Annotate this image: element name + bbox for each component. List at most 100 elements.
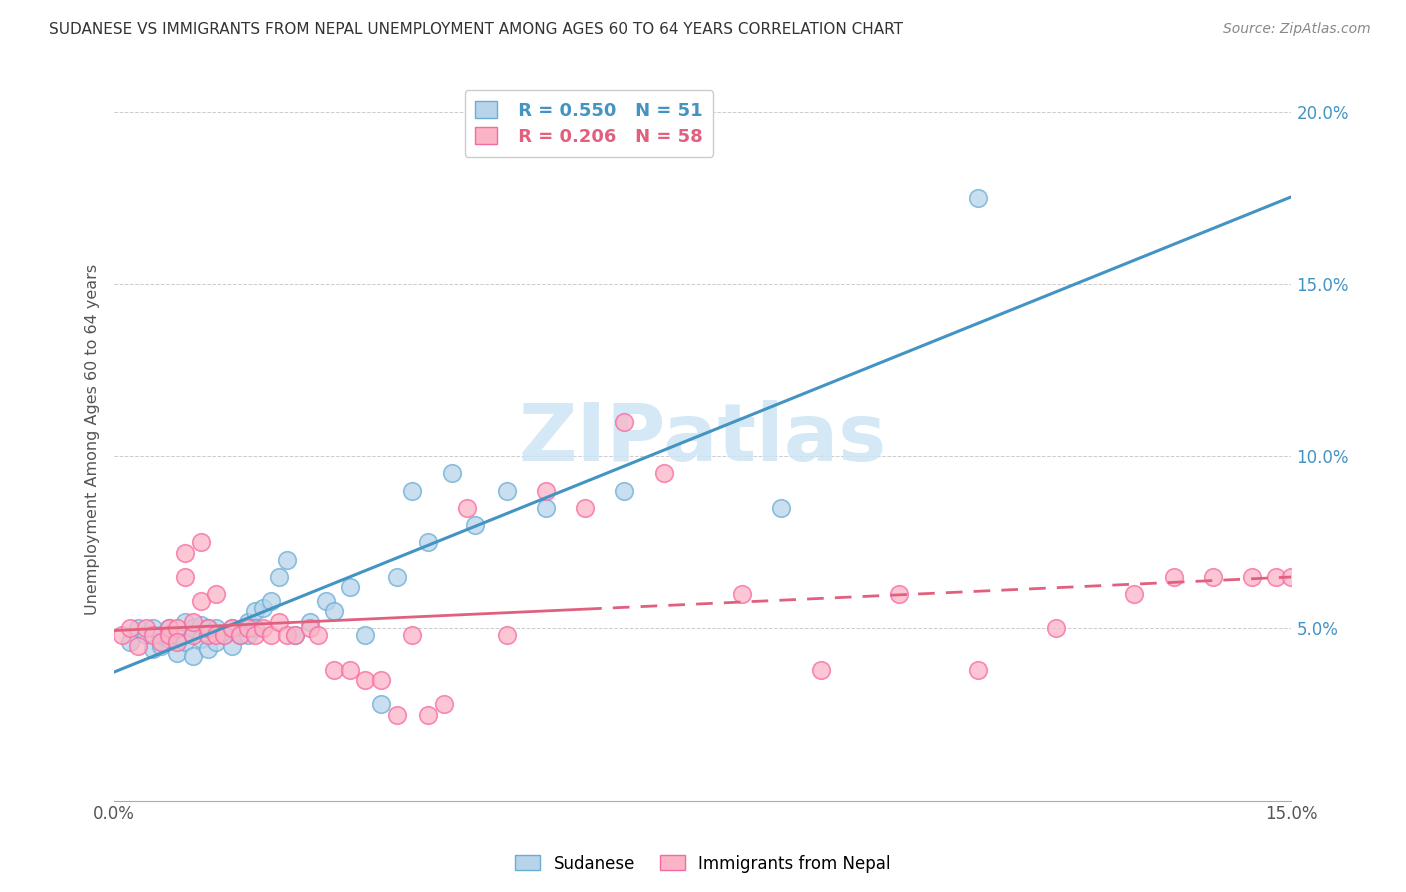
Point: [245, 604, 267, 618]
Point: [127, 622, 149, 636]
Point: [245, 628, 267, 642]
Point: [173, 546, 195, 560]
Point: [276, 628, 298, 642]
Point: [142, 622, 165, 636]
Point: [229, 628, 252, 642]
Point: [299, 622, 322, 636]
Point: [157, 622, 180, 636]
Point: [495, 483, 517, 498]
Point: [401, 483, 423, 498]
Point: [323, 604, 346, 618]
Text: ZIPatlas: ZIPatlas: [519, 400, 887, 478]
Point: [190, 618, 212, 632]
Point: [252, 600, 274, 615]
Point: [197, 622, 219, 636]
Point: [370, 673, 392, 687]
Point: [212, 628, 235, 642]
Legend: Sudanese, Immigrants from Nepal: Sudanese, Immigrants from Nepal: [509, 848, 897, 880]
Point: [173, 628, 195, 642]
Point: [385, 707, 408, 722]
Point: [190, 535, 212, 549]
Point: [252, 622, 274, 636]
Point: [135, 628, 157, 642]
Point: [205, 635, 228, 649]
Point: [166, 628, 188, 642]
Point: [166, 646, 188, 660]
Point: [315, 594, 337, 608]
Point: [173, 635, 195, 649]
Point: [339, 663, 361, 677]
Point: [613, 415, 636, 429]
Point: [245, 622, 267, 636]
Point: [166, 622, 188, 636]
Text: Source: ZipAtlas.com: Source: ZipAtlas.com: [1223, 22, 1371, 37]
Point: [267, 570, 290, 584]
Point: [456, 500, 478, 515]
Point: [118, 622, 141, 636]
Point: [173, 615, 195, 629]
Point: [157, 632, 180, 646]
Point: [190, 594, 212, 608]
Point: [260, 594, 283, 608]
Point: [181, 648, 204, 663]
Point: [260, 628, 283, 642]
Point: [1202, 570, 1225, 584]
Point: [221, 639, 243, 653]
Point: [887, 587, 910, 601]
Point: [127, 639, 149, 653]
Point: [181, 628, 204, 642]
Point: [197, 628, 219, 642]
Point: [385, 570, 408, 584]
Point: [418, 535, 440, 549]
Point: [440, 467, 463, 481]
Point: [339, 580, 361, 594]
Point: [150, 628, 173, 642]
Point: [236, 615, 259, 629]
Point: [433, 697, 456, 711]
Point: [118, 635, 141, 649]
Point: [276, 552, 298, 566]
Point: [731, 587, 754, 601]
Point: [354, 628, 377, 642]
Point: [166, 635, 188, 649]
Point: [464, 518, 486, 533]
Point: [534, 483, 557, 498]
Point: [181, 615, 204, 629]
Point: [111, 628, 134, 642]
Point: [205, 628, 228, 642]
Point: [323, 663, 346, 677]
Point: [190, 632, 212, 646]
Point: [221, 622, 243, 636]
Point: [142, 628, 165, 642]
Point: [534, 500, 557, 515]
Point: [157, 628, 180, 642]
Point: [181, 622, 204, 636]
Point: [135, 622, 157, 636]
Point: [1264, 570, 1286, 584]
Point: [418, 707, 440, 722]
Point: [770, 500, 793, 515]
Point: [1281, 570, 1303, 584]
Point: [1241, 570, 1264, 584]
Point: [150, 635, 173, 649]
Point: [1163, 570, 1185, 584]
Point: [370, 697, 392, 711]
Point: [810, 663, 832, 677]
Point: [613, 483, 636, 498]
Point: [267, 615, 290, 629]
Point: [495, 628, 517, 642]
Point: [1319, 570, 1341, 584]
Point: [574, 500, 596, 515]
Point: [1045, 622, 1067, 636]
Point: [401, 628, 423, 642]
Point: [966, 191, 988, 205]
Point: [229, 628, 252, 642]
Point: [205, 622, 228, 636]
Point: [150, 639, 173, 653]
Text: SUDANESE VS IMMIGRANTS FROM NEPAL UNEMPLOYMENT AMONG AGES 60 TO 64 YEARS CORRELA: SUDANESE VS IMMIGRANTS FROM NEPAL UNEMPL…: [49, 22, 903, 37]
Point: [212, 628, 235, 642]
Point: [307, 628, 329, 642]
Y-axis label: Unemployment Among Ages 60 to 64 years: Unemployment Among Ages 60 to 64 years: [86, 263, 100, 615]
Point: [966, 663, 988, 677]
Point: [205, 587, 228, 601]
